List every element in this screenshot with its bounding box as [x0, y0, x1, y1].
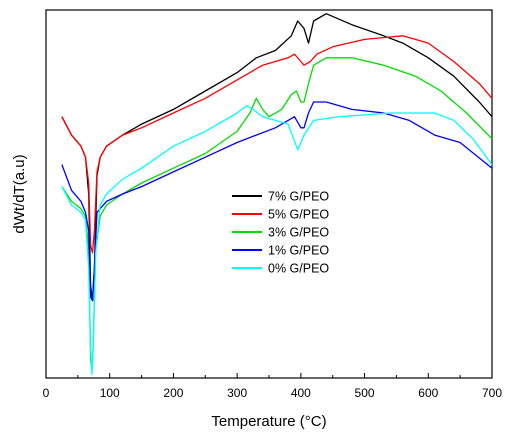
- x-tick-label: 300: [227, 386, 247, 400]
- legend-label: 1% G/PEO: [268, 244, 329, 258]
- legend-label: 0% G/PEO: [268, 262, 329, 276]
- x-axis-ticks: 0 100 200 300 400 500 600 700: [43, 373, 502, 400]
- x-tick-label: 600: [418, 386, 438, 400]
- x-tick-label: 400: [291, 386, 311, 400]
- series-layer: [61, 13, 493, 375]
- y-axis-title: dWt/dT(a.u): [11, 154, 28, 233]
- x-axis-title: Temperature (°C): [211, 413, 326, 430]
- legend-label: 7% G/PEO: [268, 190, 329, 204]
- series-line-1: [61, 35, 493, 254]
- series-line-4: [61, 105, 493, 375]
- x-tick-label: 700: [482, 386, 502, 400]
- legend: 7% G/PEO 5% G/PEO 3% G/PEO 1% G/PEO 0% G/PEO: [232, 190, 329, 276]
- series-line-3: [61, 101, 493, 302]
- legend-label: 3% G/PEO: [268, 226, 329, 240]
- x-tick-label: 200: [163, 386, 183, 400]
- x-tick-label: 500: [355, 386, 375, 400]
- x-tick-label: 0: [43, 386, 50, 400]
- x-tick-label: 100: [100, 386, 120, 400]
- legend-label: 5% G/PEO: [268, 208, 329, 222]
- series-line-0: [61, 13, 493, 302]
